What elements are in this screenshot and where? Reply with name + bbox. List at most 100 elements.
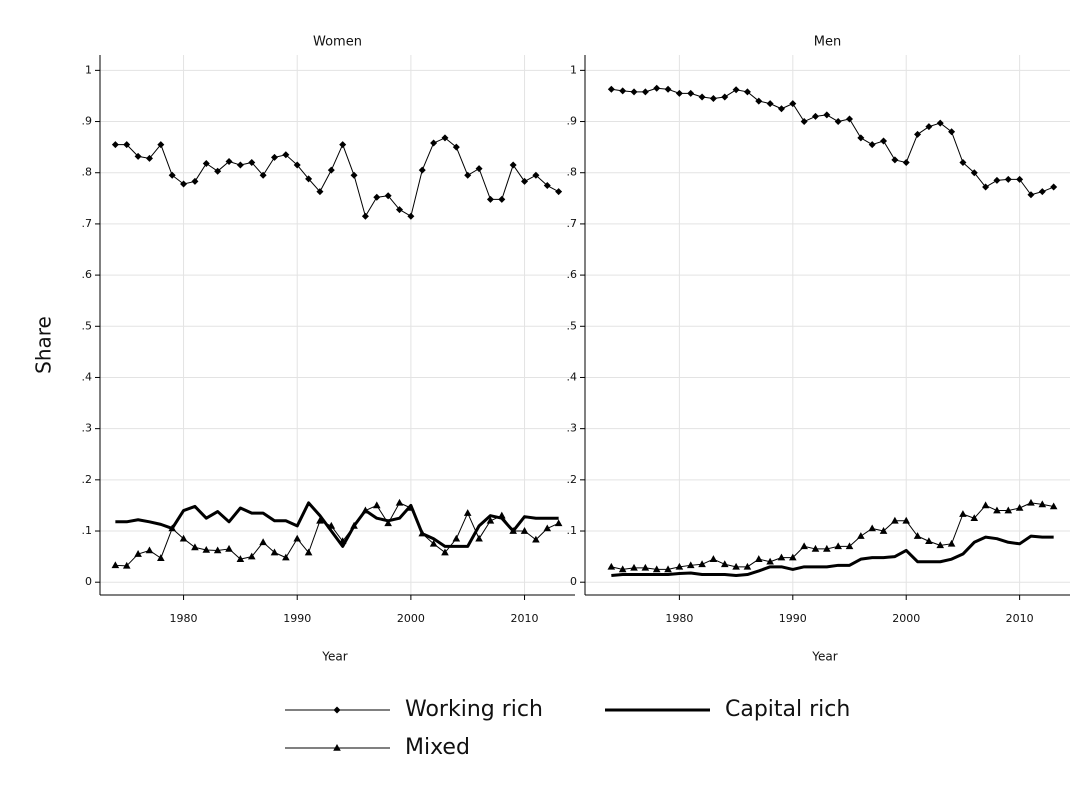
diamond-marker	[993, 176, 1001, 184]
legend-label: Working rich	[405, 697, 543, 722]
diamond-marker	[316, 188, 324, 196]
triangle-marker	[327, 521, 336, 529]
triangle-marker	[834, 542, 842, 550]
triangle-marker	[891, 516, 899, 524]
diamond-marker	[225, 157, 233, 165]
triangle-marker	[1027, 498, 1035, 506]
diamond-marker	[902, 158, 910, 166]
triangle-marker	[947, 539, 956, 547]
diamond-marker	[698, 93, 706, 101]
triangle-marker	[134, 550, 142, 557]
diamond-marker	[327, 166, 335, 174]
panel-title: Men	[814, 35, 841, 50]
y-tick-label: .7	[567, 217, 578, 230]
diamond-marker	[755, 97, 763, 105]
triangle-marker	[543, 524, 552, 532]
series-line	[115, 502, 559, 567]
triangle-marker	[338, 537, 347, 545]
triangle-marker	[270, 548, 279, 556]
diamond-marker	[555, 188, 563, 196]
triangle-marker	[463, 509, 472, 516]
triangle-marker	[350, 521, 358, 529]
x-tick-label: 2010	[511, 612, 539, 625]
triangle-marker	[316, 516, 324, 524]
diamond-marker	[361, 212, 369, 220]
triangle-marker	[754, 555, 763, 562]
triangle-marker	[372, 501, 381, 509]
diamond-marker	[846, 115, 854, 123]
diamond-marker	[202, 160, 210, 168]
triangle-marker	[641, 563, 650, 571]
series-line	[115, 137, 559, 217]
y-tick-label: .6	[567, 268, 578, 281]
triangle-marker	[384, 519, 392, 527]
diamond-marker	[766, 100, 774, 108]
triangle-marker	[993, 506, 1001, 514]
y-tick-label: 1	[85, 63, 92, 76]
triangle-marker	[168, 524, 176, 532]
triangle-marker	[429, 539, 438, 547]
triangle-marker	[498, 511, 506, 519]
triangle-marker	[743, 562, 752, 570]
diamond-marker	[123, 141, 131, 149]
y-tick-label: .8	[567, 166, 578, 179]
x-axis-label: Year	[811, 650, 837, 664]
diamond-marker	[168, 171, 176, 179]
diamond-marker	[777, 105, 785, 113]
triangle-marker	[789, 553, 797, 561]
y-tick-label: .3	[567, 422, 578, 435]
triangle-marker	[202, 545, 211, 553]
diamond-marker	[982, 183, 990, 191]
diamond-marker	[475, 165, 483, 173]
diamond-marker	[743, 88, 751, 96]
triangle-marker	[475, 534, 483, 542]
legend-label: Capital rich	[725, 697, 850, 722]
legend-label: Mixed	[405, 735, 470, 760]
triangle-marker	[532, 535, 540, 543]
triangle-marker	[868, 524, 876, 532]
diamond-marker	[936, 119, 944, 127]
y-tick-label: .7	[82, 217, 93, 230]
x-tick-label: 2000	[892, 612, 920, 625]
y-tick-label: 1	[570, 63, 577, 76]
diamond-marker	[270, 153, 278, 161]
diamond-marker	[521, 177, 529, 185]
diamond-marker	[248, 158, 256, 166]
diamond-marker	[293, 161, 301, 169]
y-tick-label: 0	[85, 575, 92, 588]
diamond-marker	[407, 212, 415, 220]
y-tick-label: .4	[567, 370, 578, 383]
diamond-marker	[914, 130, 922, 138]
diamond-marker	[857, 134, 865, 142]
triangle-marker	[845, 542, 854, 550]
triangle-marker	[179, 534, 188, 542]
x-tick-label: 1990	[779, 612, 807, 625]
x-tick-label: 1980	[170, 612, 198, 625]
triangle-marker	[486, 516, 495, 524]
triangle-marker	[857, 532, 865, 539]
triangle-marker	[675, 562, 684, 570]
x-tick-label: 2010	[1006, 612, 1034, 625]
y-axis-label: Share	[32, 316, 56, 374]
diamond-marker	[214, 167, 222, 175]
triangle-marker	[981, 501, 990, 509]
triangle-marker	[191, 543, 199, 551]
diamond-marker	[925, 123, 933, 131]
triangle-marker	[236, 555, 245, 562]
diamond-marker	[607, 85, 615, 93]
triangle-marker	[709, 555, 718, 562]
diamond-marker	[236, 161, 244, 169]
diamond-marker	[339, 141, 347, 149]
triangle-marker	[452, 534, 461, 542]
diamond-marker	[532, 171, 540, 179]
diamond-marker	[675, 89, 683, 97]
x-tick-label: 1980	[665, 612, 693, 625]
y-tick-label: .8	[82, 166, 93, 179]
triangle-marker	[777, 553, 786, 561]
triangle-marker	[630, 563, 638, 571]
diamond-marker	[721, 93, 729, 101]
diamond-marker	[259, 171, 267, 179]
triangle-marker	[361, 506, 370, 514]
triangle-marker	[1015, 503, 1024, 511]
